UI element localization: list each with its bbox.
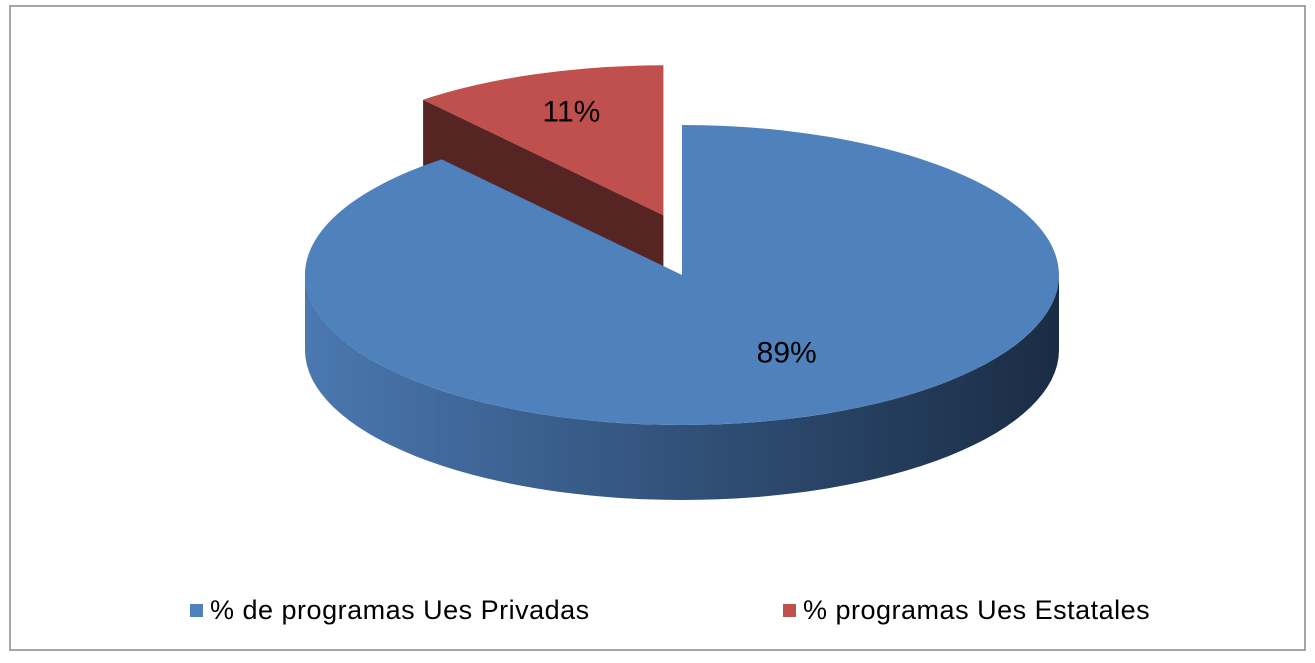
slice-top <box>304 125 1059 426</box>
legend-label: % programas Ues Estatales <box>803 595 1150 625</box>
slice-wall <box>305 275 1059 500</box>
legend-swatch <box>190 604 203 617</box>
legend-swatch <box>783 604 796 617</box>
slice-top <box>423 65 664 216</box>
legend-label: % de programas Ues Privadas <box>210 595 590 625</box>
data-label: 89% <box>757 336 817 369</box>
data-label: 11% <box>543 96 601 129</box>
